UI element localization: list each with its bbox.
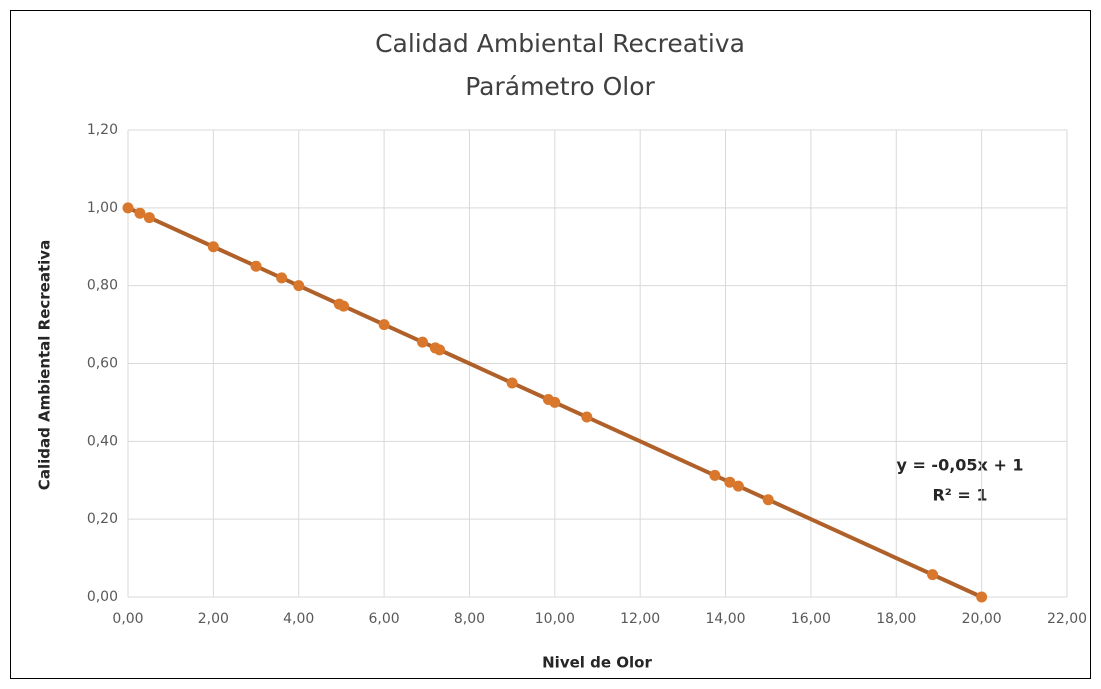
chart-title: Calidad Ambiental Recreativa — [375, 29, 745, 58]
data-point — [338, 300, 350, 312]
data-point — [506, 377, 518, 389]
x-tick-label: 6,00 — [369, 611, 400, 627]
data-point — [549, 396, 561, 408]
y-axis-title: Calidad Ambiental Recreativa — [36, 240, 54, 490]
data-point — [927, 569, 939, 581]
data-point — [143, 212, 155, 224]
data-point — [293, 280, 305, 292]
data-point — [250, 260, 262, 272]
x-tick-label: 2,00 — [198, 611, 229, 627]
data-point — [732, 480, 744, 492]
data-point — [762, 494, 774, 506]
x-tick-label: 18,00 — [876, 611, 916, 627]
x-tick-label: 20,00 — [962, 611, 1002, 627]
y-tick-label: 0,00 — [87, 589, 118, 605]
x-tick-label: 22,00 — [1047, 611, 1087, 627]
x-tick-label: 10,00 — [535, 611, 575, 627]
y-tick-label: 0,60 — [87, 356, 118, 372]
y-tick-label: 1,00 — [87, 200, 118, 216]
data-point — [581, 411, 593, 423]
x-tick-label: 12,00 — [620, 611, 660, 627]
y-tick-label: 0,40 — [87, 433, 118, 449]
data-point — [724, 476, 736, 488]
data-point — [276, 272, 288, 284]
data-point — [378, 319, 390, 331]
y-tick-label: 0,80 — [87, 278, 118, 294]
data-point — [207, 241, 219, 253]
data-point — [417, 336, 429, 348]
trendline-equation: y = -0,05x + 1 — [896, 456, 1023, 475]
y-tick-label: 1,20 — [87, 122, 118, 138]
x-axis-title: Nivel de Olor — [542, 654, 652, 672]
x-tick-label: 8,00 — [454, 611, 485, 627]
y-tick-label: 0,20 — [87, 511, 118, 527]
data-point — [709, 469, 721, 481]
data-point — [122, 202, 134, 214]
x-tick-label: 4,00 — [283, 611, 314, 627]
data-point — [434, 344, 446, 356]
chart-subtitle: Parámetro Olor — [465, 72, 655, 101]
x-tick-label: 14,00 — [705, 611, 745, 627]
data-point — [976, 591, 988, 603]
r-squared: R² = 1 — [932, 486, 987, 505]
data-point — [134, 207, 146, 219]
x-tick-label: 0,00 — [112, 611, 143, 627]
x-tick-label: 16,00 — [791, 611, 831, 627]
chart-frame — [10, 10, 1091, 679]
